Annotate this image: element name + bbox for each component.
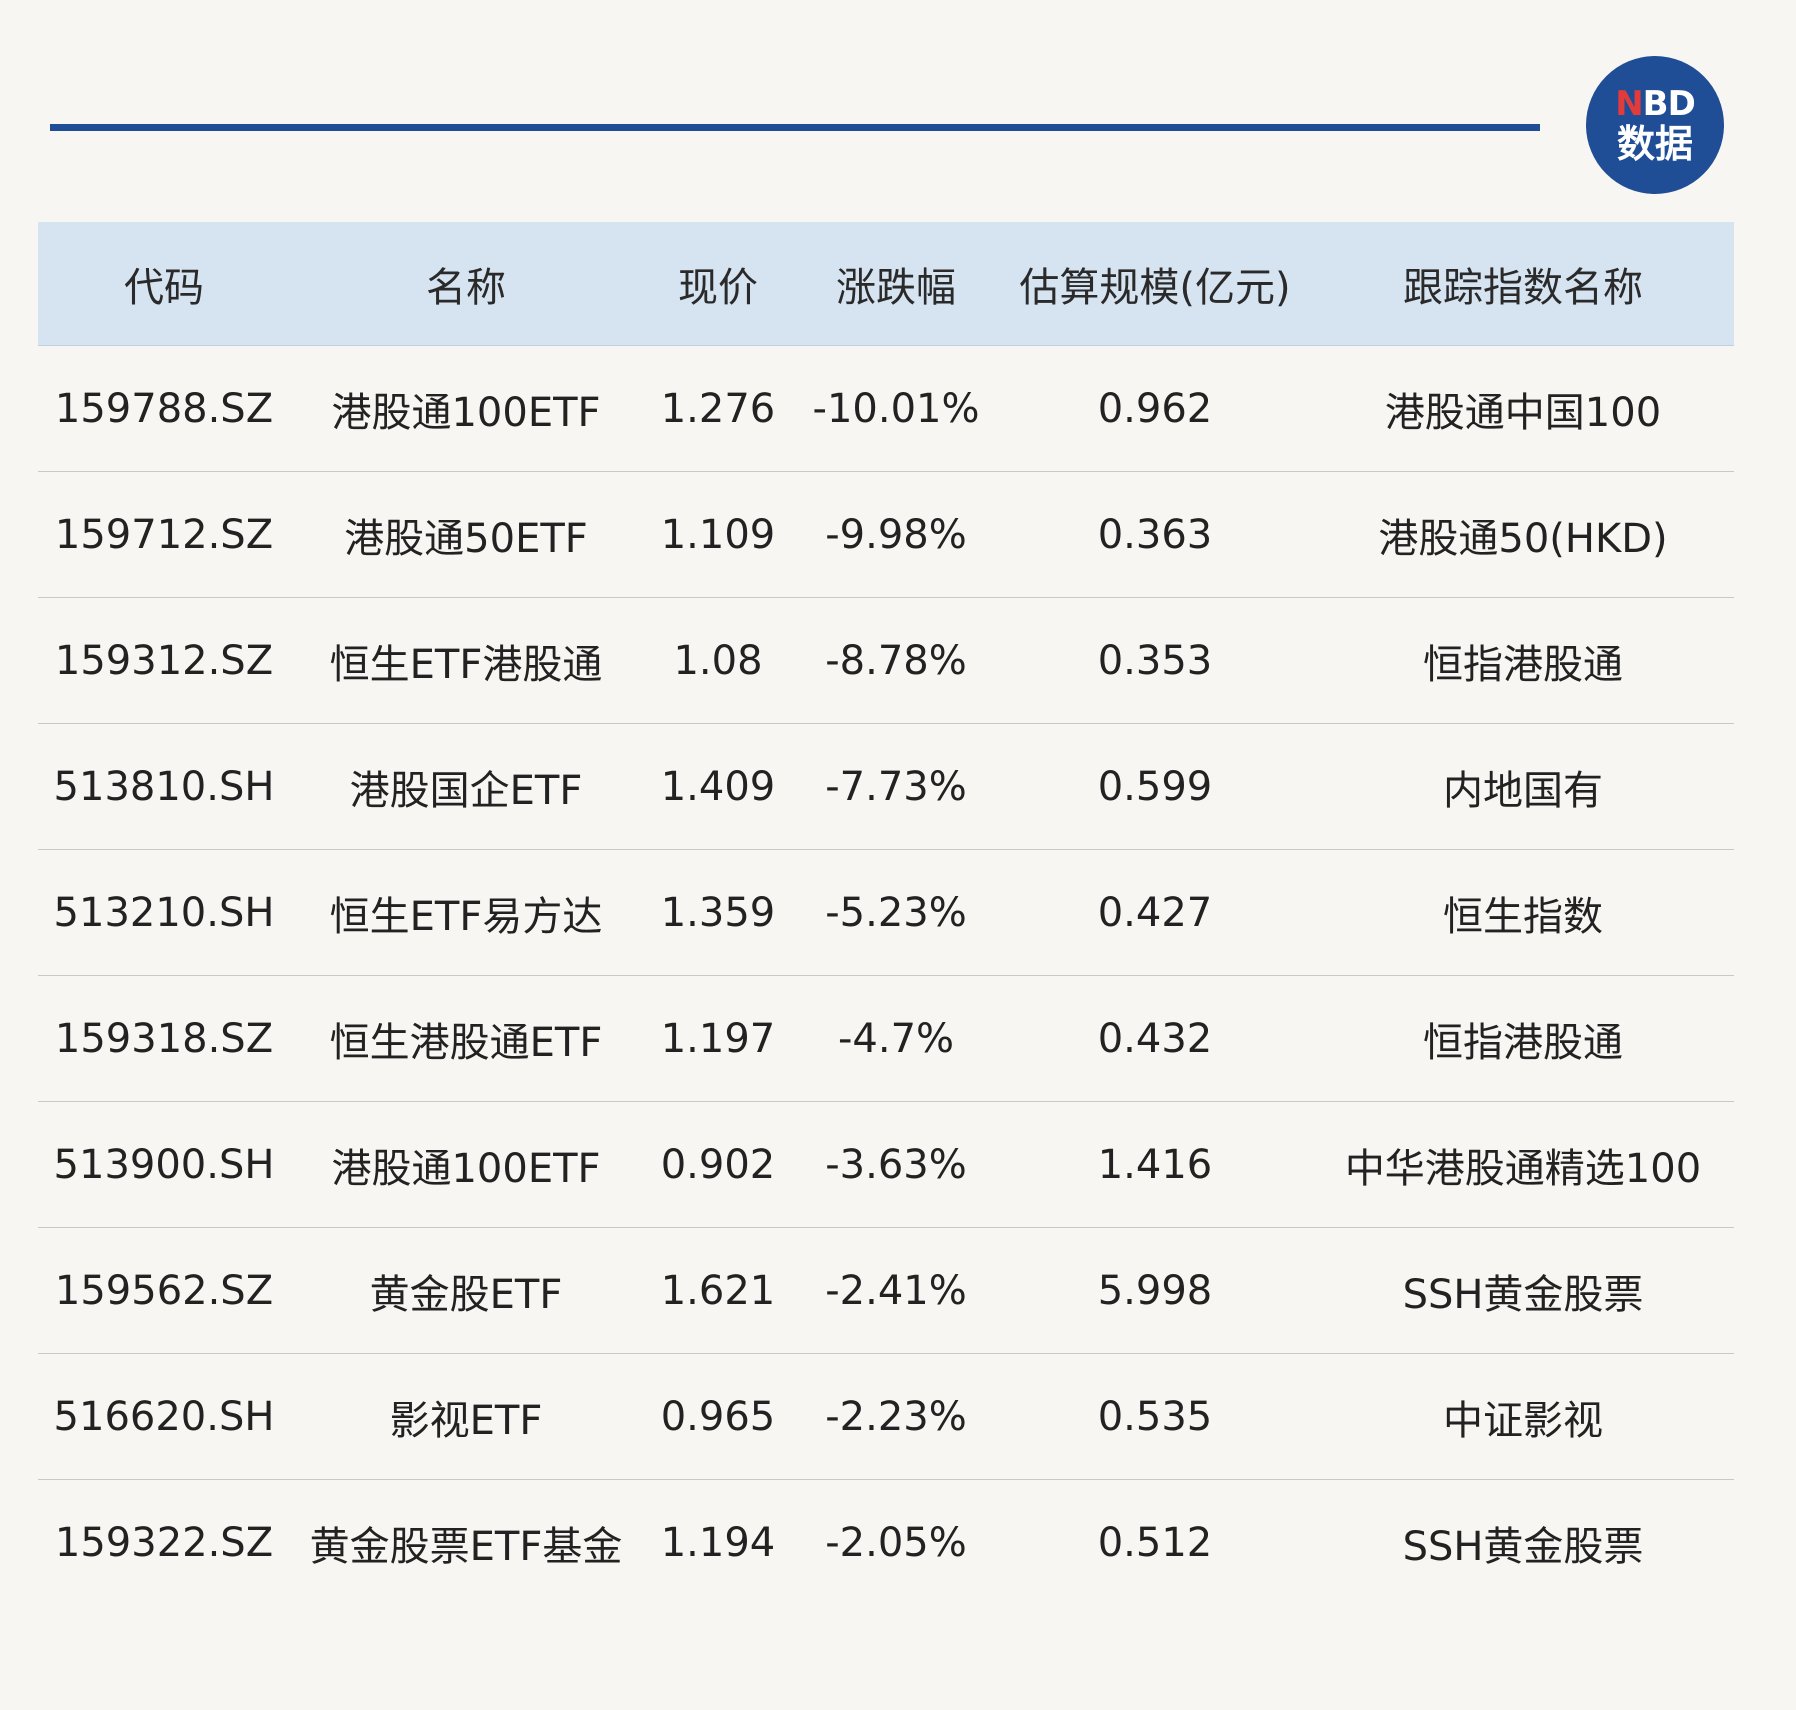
cell-code: 159312.SZ <box>54 637 274 684</box>
cell-code: 159318.SZ <box>54 1015 274 1062</box>
header-index: 跟踪指数名称 <box>1403 264 1643 311</box>
table-row: 513900.SH 港股通100ETF 0.902 -3.63% 1.416 中… <box>38 1102 1734 1228</box>
header-rule <box>50 124 1540 131</box>
cell-scale: 0.962 <box>1097 385 1213 432</box>
cell-name: 恒生ETF易方达 <box>329 893 603 940</box>
cell-price: 1.359 <box>660 889 776 936</box>
cell-price: 1.621 <box>660 1267 776 1314</box>
table-row: 159712.SZ 港股通50ETF 1.109 -9.98% 0.363 港股… <box>38 472 1734 598</box>
cell-name: 恒生ETF港股通 <box>329 641 603 688</box>
cell-scale: 0.432 <box>1097 1015 1213 1062</box>
cell-scale: 0.353 <box>1097 637 1213 684</box>
cell-index: 恒指港股通 <box>1423 641 1623 688</box>
cell-name: 黄金股票ETF基金 <box>309 1524 623 1570</box>
table-header: 代码 名称 现价 涨跌幅 估算规模(亿元) 跟踪指数名称 <box>38 222 1734 346</box>
cell-code: 513900.SH <box>53 1141 275 1188</box>
cell-index: 恒生指数 <box>1443 893 1603 940</box>
cell-name: 港股国企ETF <box>349 767 583 814</box>
cell-change: -2.05% <box>825 1520 967 1566</box>
cell-name: 黄金股ETF <box>369 1271 563 1318</box>
cell-price: 1.08 <box>673 637 763 684</box>
cell-change: -9.98% <box>825 511 967 558</box>
cell-change: -3.63% <box>825 1141 967 1188</box>
cell-change: -2.41% <box>825 1267 967 1314</box>
cell-change: -10.01% <box>812 385 980 432</box>
cell-scale: 1.416 <box>1097 1141 1213 1188</box>
cell-code: 513810.SH <box>53 763 275 810</box>
cell-name: 港股通100ETF <box>331 389 601 436</box>
header-scale: 估算规模(亿元) <box>1019 264 1291 311</box>
cell-name: 影视ETF <box>389 1397 543 1444</box>
table-row: 516620.SH 影视ETF 0.965 -2.23% 0.535 中证影视 <box>38 1354 1734 1480</box>
cell-price: 1.109 <box>660 511 776 558</box>
cell-code: 159562.SZ <box>54 1267 274 1314</box>
table-row: 513210.SH 恒生ETF易方达 1.359 -5.23% 0.427 恒生… <box>38 850 1734 976</box>
cell-index: 中华港股通精选100 <box>1344 1145 1702 1192</box>
cell-price: 1.276 <box>660 385 776 432</box>
cell-change: -4.7% <box>837 1015 955 1062</box>
cell-index: SSH黄金股票 <box>1402 1271 1644 1318</box>
table-row: 159312.SZ 恒生ETF港股通 1.08 -8.78% 0.353 恒指港… <box>38 598 1734 724</box>
cell-change: -2.23% <box>825 1393 967 1440</box>
etf-table: 代码 名称 现价 涨跌幅 估算规模(亿元) 跟踪指数名称 159788.SZ 港… <box>38 222 1734 1606</box>
cell-change: -7.73% <box>825 763 967 810</box>
table-row: 159788.SZ 港股通100ETF 1.276 -10.01% 0.962 … <box>38 346 1734 472</box>
cell-index: 恒指港股通 <box>1423 1019 1623 1066</box>
header-change: 涨跌幅 <box>836 264 956 311</box>
cell-name: 港股通50ETF <box>344 515 588 562</box>
cell-scale: 0.512 <box>1097 1520 1213 1566</box>
cell-price: 0.965 <box>660 1393 776 1440</box>
cell-price: 1.409 <box>660 763 776 810</box>
cell-code: 513210.SH <box>53 889 275 936</box>
cell-scale: 5.998 <box>1097 1267 1213 1314</box>
cell-price: 0.902 <box>660 1141 776 1188</box>
cell-price: 1.197 <box>660 1015 776 1062</box>
cell-index: 港股通50(HKD) <box>1378 515 1668 562</box>
cell-index: SSH黄金股票 <box>1402 1524 1644 1570</box>
cell-change: -8.78% <box>825 637 967 684</box>
table-row: 159322.SZ 黄金股票ETF基金 1.194 -2.05% 0.512 S… <box>38 1480 1734 1606</box>
cell-name: 港股通100ETF <box>331 1145 601 1192</box>
header-price: 现价 <box>678 264 758 311</box>
table-row: 513810.SH 港股国企ETF 1.409 -7.73% 0.599 内地国… <box>38 724 1734 850</box>
logo-text-bottom: 数据 <box>1616 122 1693 166</box>
nbd-data-logo: NBD 数据 <box>1586 56 1724 194</box>
cell-code: 159322.SZ <box>54 1520 274 1566</box>
cell-scale: 0.535 <box>1097 1393 1213 1440</box>
cell-index: 港股通中国100 <box>1384 389 1662 436</box>
cell-scale: 0.599 <box>1097 763 1213 810</box>
cell-name: 恒生港股通ETF <box>329 1019 603 1066</box>
cell-price: 1.194 <box>660 1520 776 1566</box>
cell-code: 516620.SH <box>53 1393 275 1440</box>
cell-scale: 0.427 <box>1097 889 1213 936</box>
cell-index: 内地国有 <box>1443 767 1603 814</box>
table-row: 159318.SZ 恒生港股通ETF 1.197 -4.7% 0.432 恒指港… <box>38 976 1734 1102</box>
cell-code: 159712.SZ <box>54 511 274 558</box>
logo-text-top: NBD <box>1615 84 1696 124</box>
cell-change: -5.23% <box>825 889 967 936</box>
cell-index: 中证影视 <box>1443 1397 1603 1444</box>
table-row: 159562.SZ 黄金股ETF 1.621 -2.41% 5.998 SSH黄… <box>38 1228 1734 1354</box>
header-code: 代码 <box>124 264 204 311</box>
cell-code: 159788.SZ <box>54 385 274 432</box>
header-name: 名称 <box>426 264 506 311</box>
cell-scale: 0.363 <box>1097 511 1213 558</box>
